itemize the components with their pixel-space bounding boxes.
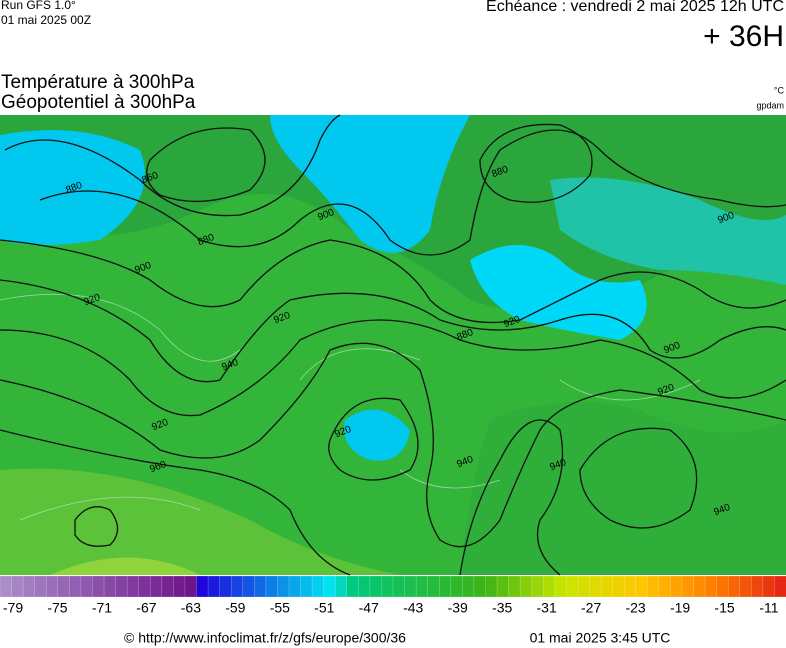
scale-swatch (207, 575, 221, 598)
scale-swatch (485, 575, 498, 598)
scale-swatch (103, 575, 117, 598)
run-date: 01 mai 2025 00Z (1, 13, 91, 27)
scale-swatch (623, 575, 637, 598)
scale-swatch (392, 575, 406, 598)
scale-tick-label: -23 (625, 600, 645, 616)
scale-swatch (670, 575, 683, 598)
scale-swatch (658, 575, 671, 598)
scale-swatch (288, 575, 302, 598)
scale-tick-label: -31 (537, 600, 557, 616)
scale-swatch (462, 575, 475, 598)
scale-swatch (69, 575, 82, 598)
scale-swatch (577, 575, 591, 598)
scale-swatch (404, 575, 417, 598)
scale-swatch (358, 575, 371, 598)
color-scale: -79 -75 -71 -67 -63 -59 -55 -51 -47 -43 -39 -35 -31 -… (0, 575, 786, 616)
unit-geo: gpdam (756, 100, 784, 110)
source-url: © http://www.infoclimat.fr/z/gfs/europe/… (124, 630, 406, 646)
scale-swatch (727, 575, 741, 598)
unit-temp: °C (774, 85, 785, 95)
title-temp: Température à 300hPa (1, 72, 195, 93)
scale-swatch (635, 575, 648, 598)
scale-swatch (22, 575, 36, 598)
scale-tick-label: -67 (136, 600, 156, 616)
scale-tick-label: -79 (3, 600, 23, 616)
scale-swatch (126, 575, 140, 598)
scale-swatch (323, 575, 336, 598)
scale-swatch (704, 575, 718, 598)
map (0, 114, 786, 576)
scale-swatch (45, 575, 59, 598)
scale-swatch (230, 575, 244, 598)
scale-swatch (57, 575, 70, 598)
scale-swatch (427, 575, 440, 598)
scale-swatch (138, 575, 151, 598)
scale-swatch (11, 575, 24, 598)
scale-swatch (612, 575, 625, 598)
scale-swatch (739, 575, 752, 598)
scale-swatch (554, 575, 567, 598)
scale-swatch (543, 575, 556, 598)
scale-swatch (381, 575, 394, 598)
scale-tick-label: -47 (359, 600, 379, 616)
scale-swatch (184, 575, 198, 598)
scale-tick-label: -15 (714, 600, 734, 616)
scale-swatch (693, 575, 706, 598)
scale-swatch (173, 575, 186, 598)
scale-tick-label: -71 (92, 600, 112, 616)
scale-tick-label: -35 (492, 600, 512, 616)
valid-time: Echéance : vendredi 2 mai 2025 12h UTC (486, 0, 784, 15)
scale-swatch (531, 575, 544, 598)
scale-swatch (450, 575, 463, 598)
scale-swatch (334, 575, 348, 598)
scale-swatch (150, 575, 163, 598)
scale-tick-label: -55 (270, 600, 290, 616)
scale-swatch (277, 575, 290, 598)
scale-swatch (519, 575, 533, 598)
scale-swatch (600, 575, 614, 598)
scale-swatch (311, 575, 325, 598)
scale-swatch (242, 575, 255, 598)
scale-tick-label: -39 (448, 600, 468, 616)
scale-swatch (566, 575, 579, 598)
lead-time: + 36H (703, 20, 784, 53)
scale-swatch (92, 575, 105, 598)
scale-swatch (774, 575, 786, 598)
scale-swatch (496, 575, 510, 598)
scale-swatch (34, 575, 47, 598)
scale-swatch (473, 575, 487, 598)
scale-swatch (254, 575, 267, 598)
scale-swatch (196, 575, 209, 598)
scale-swatch (438, 575, 452, 598)
scale-tick-label: -59 (225, 600, 245, 616)
scale-swatch (647, 575, 660, 598)
scale-tick-label: -43 (403, 600, 423, 616)
scale-tick-label: -19 (670, 600, 690, 616)
scale-swatch (265, 575, 278, 598)
scale-swatch (508, 575, 521, 598)
title-geo: Géopotentiel à 300hPa (1, 92, 196, 113)
scale-tick-label: -11 (759, 600, 778, 616)
scale-tick-label: -51 (314, 600, 334, 616)
scale-tick-label: -63 (181, 600, 201, 616)
scale-swatch (80, 575, 94, 598)
run: Run GFS 1.0° (1, 0, 76, 12)
scale-tick-label: -27 (581, 600, 601, 616)
scale-swatch (681, 575, 695, 598)
scale-swatch (0, 575, 13, 598)
scale-swatch (161, 575, 174, 598)
issue-date: 01 mai 2025 3:45 UTC (530, 630, 671, 646)
scale-swatch (589, 575, 602, 598)
scale-swatch (415, 575, 429, 598)
scale-swatch (300, 575, 313, 598)
scale-swatch (762, 575, 775, 598)
scale-swatch (369, 575, 382, 598)
scale-swatch (716, 575, 729, 598)
scale-swatch (751, 575, 764, 598)
scale-swatch (115, 575, 128, 598)
scale-swatch (346, 575, 359, 598)
scale-tick-label: -75 (47, 600, 67, 616)
scale-swatch (219, 575, 232, 598)
